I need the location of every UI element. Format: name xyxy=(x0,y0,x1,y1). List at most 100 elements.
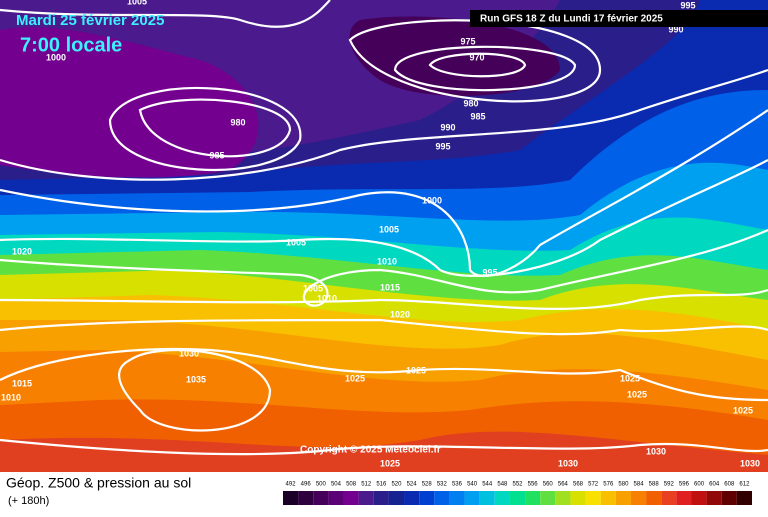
isobar-label: 980 xyxy=(463,98,478,108)
colorbar-label: 556 xyxy=(528,482,539,488)
colorbar-label: 604 xyxy=(709,482,720,488)
isobar-label: 1005 xyxy=(127,0,147,6)
colorbar-swatch xyxy=(283,491,299,505)
colorbar-swatch xyxy=(706,491,722,505)
colorbar-label: 548 xyxy=(497,482,508,488)
isobar xyxy=(0,318,768,336)
isobar-label: 1025 xyxy=(620,373,640,383)
colorbar-label: 588 xyxy=(649,482,660,488)
colorbar-swatch xyxy=(615,491,631,505)
isobar xyxy=(0,68,768,181)
isobar-label: 1010 xyxy=(317,293,337,303)
colorbar-swatch xyxy=(570,491,586,505)
colorbar-label: 500 xyxy=(316,482,327,488)
colorbar-label: 592 xyxy=(664,482,675,488)
colorbar-swatch xyxy=(358,491,374,505)
isobar-label: 1000 xyxy=(422,195,442,205)
isobar xyxy=(138,98,292,158)
colorbar-swatch xyxy=(388,491,405,505)
isobar-label: 1000 xyxy=(46,52,66,62)
colorbar-swatch xyxy=(585,491,601,505)
isobar-label: 1025 xyxy=(406,365,426,375)
isobar-label: 1030 xyxy=(740,458,760,468)
colorbar-swatch xyxy=(464,491,480,505)
colorbar-label: 580 xyxy=(618,482,629,488)
footer-title: Géop. Z500 & pression au sol xyxy=(6,475,191,491)
isobar-label: 990 xyxy=(668,24,683,34)
colorbar-label: 516 xyxy=(376,482,387,488)
colorbar-label: 532 xyxy=(437,482,448,488)
isobar-label: 995 xyxy=(435,141,450,151)
run-info: Run GFS 18 Z du Lundi 17 février 2025 xyxy=(480,14,663,25)
isobar-label: 1015 xyxy=(380,282,400,292)
colorbar-label: 612 xyxy=(739,482,750,488)
colorbar-swatch xyxy=(479,491,495,505)
isobar-label: 995 xyxy=(680,0,695,10)
colorbar-label: 492 xyxy=(286,482,297,488)
colorbar-swatch xyxy=(298,491,314,505)
colorbar-label: 600 xyxy=(694,482,705,488)
colorbar-label: 504 xyxy=(331,482,342,488)
colorbar-label: 576 xyxy=(603,482,614,488)
lead-time: (+ 180h) xyxy=(8,495,49,507)
isobar-label: 970 xyxy=(469,52,484,62)
isobar-label: 1025 xyxy=(380,458,400,468)
isobar xyxy=(108,86,302,171)
isobar xyxy=(428,52,527,78)
colorbar-label: 528 xyxy=(422,482,433,488)
colorbar-label: 536 xyxy=(452,482,463,488)
isobar xyxy=(0,347,768,402)
colorbar-swatch xyxy=(555,491,571,505)
colorbar-label: 508 xyxy=(346,482,357,488)
colorbar-swatch xyxy=(404,491,420,505)
isobar-label: 1015 xyxy=(12,378,32,388)
colorbar-label: 608 xyxy=(724,482,735,488)
colorbar-swatch xyxy=(343,491,359,505)
colorbar-label: 560 xyxy=(543,482,554,488)
isobar xyxy=(0,159,768,277)
isobar-label: 1005 xyxy=(303,283,323,293)
isobar-label: 1030 xyxy=(558,458,578,468)
isobar-label: 1020 xyxy=(390,309,410,319)
isobar-label: 1010 xyxy=(1,392,21,402)
isobar xyxy=(348,19,602,103)
colorbar-label: 520 xyxy=(391,482,402,488)
colorbar-swatch xyxy=(373,491,389,505)
colorbar-label: 584 xyxy=(634,482,645,488)
colorbar-label: 564 xyxy=(558,482,569,488)
isobar-label: 1005 xyxy=(286,237,306,247)
colorbar-label: 524 xyxy=(407,482,418,488)
colorbar-swatch xyxy=(630,491,647,505)
isobar-label: 1030 xyxy=(179,348,199,358)
isobar-label: 1005 xyxy=(379,224,399,234)
isobar xyxy=(0,438,768,456)
isobar-label: 975 xyxy=(460,36,475,46)
colorbar-swatch xyxy=(676,491,692,505)
colorbar: 492 496 500 504 508 512 516 520 524 528 532 536 540 5… xyxy=(283,482,752,505)
colorbar-swatch xyxy=(525,491,541,505)
isobar-label: 1030 xyxy=(646,446,666,456)
colorbar-label: 544 xyxy=(482,482,493,488)
colorbar-label: 552 xyxy=(512,482,523,488)
field-band xyxy=(0,27,259,178)
colorbar-swatch xyxy=(328,491,344,505)
isobar-label: 980 xyxy=(230,117,245,127)
colorbar-label: 540 xyxy=(467,482,478,488)
isobar xyxy=(393,45,577,92)
colorbar-swatch xyxy=(419,491,435,505)
isobar-label: 1010 xyxy=(377,256,397,266)
forecast-date: Mardi 25 février 2025 xyxy=(16,12,164,29)
colorbar-label: 568 xyxy=(573,482,584,488)
isobar xyxy=(0,109,768,278)
isobar xyxy=(0,0,331,28)
colorbar-swatch xyxy=(449,491,465,505)
colorbar-label: 596 xyxy=(679,482,690,488)
colorbar-swatch xyxy=(313,491,329,505)
colorbar-swatch xyxy=(721,491,737,505)
isobar-label: 1035 xyxy=(186,374,206,384)
isobar xyxy=(0,228,768,307)
run-banner xyxy=(470,10,768,27)
colorbar-swatch xyxy=(509,491,526,505)
